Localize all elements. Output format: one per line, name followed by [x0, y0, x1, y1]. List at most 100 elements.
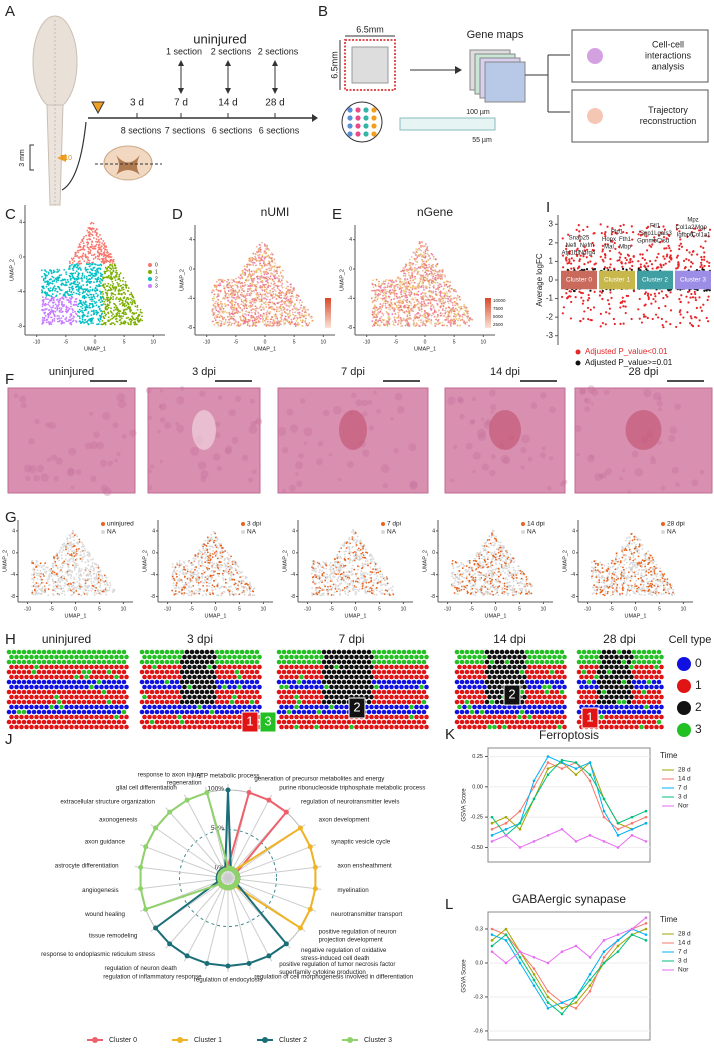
umap-dot: [88, 238, 91, 241]
umap-dot: [422, 276, 425, 279]
umap-dot: [432, 306, 435, 309]
umap-dot: [58, 307, 61, 310]
umap-dot: [94, 269, 97, 272]
umap-dot: [95, 243, 98, 246]
umap-dot: [388, 306, 391, 309]
umap-dot: [84, 307, 87, 310]
umap-dot: [222, 318, 224, 321]
umap-dot: [386, 302, 389, 305]
umap-dot: [115, 320, 118, 323]
deg-dot: [662, 263, 665, 267]
umap-dot: [393, 298, 395, 300]
umap-dot: [261, 293, 264, 296]
umap-dot: [439, 299, 442, 301]
umap-dot: [117, 278, 120, 281]
umap-dot: [290, 318, 293, 321]
texture: [159, 417, 166, 423]
umap-dot: [400, 301, 403, 304]
umap-dot: [128, 306, 131, 309]
umap-dot: [302, 315, 305, 318]
umap-dot: [435, 265, 438, 268]
umap-dot: [80, 299, 82, 302]
deg-dot: [680, 245, 684, 248]
umap-dot: [463, 306, 466, 308]
umap-dot: [82, 252, 85, 255]
deg-dot: [606, 266, 609, 270]
deg-dot: [694, 315, 697, 319]
deg-dot: [567, 261, 571, 265]
umap-dot: [45, 298, 47, 300]
umap-dot: [307, 314, 310, 317]
umap-dot: [87, 252, 90, 255]
umap-dot: [96, 232, 98, 235]
umap-dot: [415, 248, 418, 251]
umap-dot: [109, 260, 112, 263]
texture: [481, 463, 490, 471]
umap-dot: [77, 290, 80, 292]
umap-dot: [131, 302, 134, 305]
deg-dot: [621, 265, 624, 268]
umap-dot: [98, 314, 101, 317]
umap-dot: [265, 283, 267, 286]
deg-dot: [701, 266, 704, 269]
umap-dot: [58, 274, 61, 277]
umap-dot: [241, 269, 244, 272]
umap-dot: [305, 322, 308, 325]
umap-dot: [269, 311, 272, 313]
deg-dot: [702, 246, 705, 250]
umap-dot: [92, 237, 95, 239]
umap-dot: [238, 324, 240, 327]
umap-dot: [260, 303, 263, 306]
deg-dot: [604, 256, 607, 259]
umap-dot: [419, 314, 422, 317]
umap-dot: [74, 298, 77, 301]
umap-dot: [291, 290, 294, 293]
x-tick-label: 10: [481, 339, 487, 345]
umap-dot: [250, 275, 253, 278]
umap-dot: [115, 269, 118, 272]
texture: [409, 480, 418, 489]
umap-dot: [286, 295, 289, 298]
deg-dot: [647, 297, 650, 301]
umap-dot: [416, 298, 419, 301]
umap-dot: [118, 300, 121, 303]
umap-dot: [270, 252, 273, 255]
umap-dot: [44, 296, 47, 299]
texture: [121, 434, 127, 439]
umap-dot: [416, 255, 419, 257]
deg-dot: [637, 308, 640, 311]
umap-dot: [394, 302, 396, 305]
y-tick-label: -8: [188, 325, 193, 331]
deg-dot: [632, 290, 636, 293]
umap-dot: [112, 267, 115, 270]
umap-dot: [403, 272, 405, 275]
umap-dot: [86, 315, 89, 317]
umap-dot: [260, 275, 263, 278]
umap-dot: [447, 298, 450, 300]
umap-dot: [87, 250, 90, 253]
umap-dot: [228, 323, 230, 326]
umap-dot: [443, 283, 446, 286]
umap-dot: [101, 258, 104, 261]
umap-dot: [110, 268, 113, 270]
umap-dot: [227, 278, 229, 281]
umap-dot: [395, 292, 398, 295]
umap-dot: [422, 274, 425, 277]
umap-dot: [438, 309, 440, 312]
texture: [89, 411, 94, 416]
umap-dot: [428, 263, 430, 266]
umap-dot: [110, 311, 113, 314]
umap-dot: [54, 307, 57, 310]
texture: [471, 396, 477, 402]
umap-dot: [119, 293, 121, 295]
umap-dot: [389, 317, 392, 320]
colorbar-label: 7500: [493, 306, 504, 311]
umap-dot: [47, 271, 50, 274]
umap-dot: [87, 242, 90, 245]
umap-dot: [453, 318, 456, 321]
umap-dot: [308, 322, 311, 324]
umap-dot: [444, 301, 447, 304]
label: 3 d: [130, 98, 144, 109]
deg-dot: [624, 311, 627, 315]
umap-dot: [261, 285, 264, 288]
